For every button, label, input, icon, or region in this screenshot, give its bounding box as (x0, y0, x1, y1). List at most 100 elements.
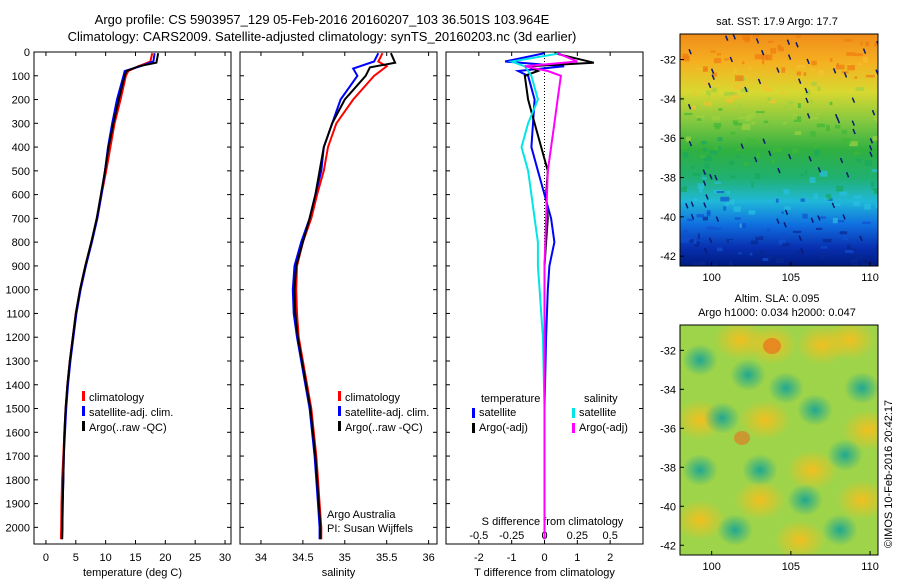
sst-texture-dash (859, 235, 863, 242)
sst-texture-cell (702, 216, 708, 221)
sst-texture-dash (869, 151, 873, 158)
sst-texture-cell (682, 53, 689, 59)
sst-texture-cell (684, 112, 693, 116)
legend-title-temperature: temperature (481, 393, 540, 405)
y-tick-label: 1900 (6, 499, 30, 511)
sst-texture-dash (754, 156, 758, 163)
sla-high-blob (836, 480, 878, 520)
sst-texture-cell (711, 115, 720, 121)
sla-low-blob (844, 372, 878, 404)
sst-texture-cell (734, 217, 741, 220)
sst-texture-cell (796, 71, 801, 76)
sst-texture-cell (731, 199, 734, 205)
sst-texture-cell (856, 158, 862, 163)
map-x-tick-label: 110 (861, 272, 879, 284)
sst-texture-dash (761, 49, 765, 56)
sst-texture-cell (681, 186, 687, 192)
sst-texture-cell (818, 216, 827, 219)
sla-low-blob (787, 484, 823, 516)
sst-texture-cell (854, 53, 863, 56)
sst-texture-cell (704, 163, 710, 169)
sst-texture-cell (765, 54, 773, 61)
annotation: Argo Australia (327, 509, 396, 521)
map-x-tick-label: 110 (861, 561, 879, 573)
sst-texture-cell (782, 122, 787, 125)
sst-texture-dash (776, 67, 780, 73)
sst-texture-cell (767, 97, 771, 101)
sst-texture-cell (797, 103, 801, 108)
sst-texture-cell (731, 94, 740, 99)
sst-texture-cell (834, 124, 841, 129)
sst-texture-cell (777, 44, 782, 49)
y-tick-label: 400 (12, 142, 30, 154)
series-group (504, 52, 595, 540)
y-tick-label: 1800 (6, 475, 30, 487)
sst-texture-cell (854, 76, 858, 79)
sst-texture-cell (862, 221, 871, 225)
sst-texture-dash (705, 194, 709, 200)
side-caption: ©IMOS 10-Feb-2016 20:42:17 (883, 400, 895, 548)
legend-swatch (572, 408, 575, 418)
x-tick-label: 0 (43, 552, 49, 564)
sst-texture-cell (820, 246, 828, 249)
sst-texture-cell (865, 41, 870, 47)
sst-texture-cell (832, 218, 838, 224)
sst-texture-cell (819, 170, 828, 177)
map-y-tick-label: -42 (660, 251, 676, 263)
sst-texture-cell (733, 122, 743, 126)
sst-texture-dash (702, 180, 707, 186)
sst-texture-dash (806, 58, 810, 65)
sst-texture-cell (818, 69, 825, 76)
sst-texture-dash (690, 201, 694, 207)
sst-texture-cell (742, 80, 745, 87)
sla-high-blob (786, 450, 838, 490)
sst-texture-cell (761, 54, 769, 60)
sst-texture-cell (825, 194, 832, 200)
plot-frame (239, 51, 438, 545)
sst-texture-cell (730, 92, 737, 96)
sst-texture-cell (687, 218, 694, 222)
x-tick-label: 25 (189, 552, 201, 564)
sst-texture-dash (831, 202, 836, 209)
sst-texture-dash (711, 74, 715, 80)
sst-texture-cell (838, 232, 843, 237)
sla-low-blob (717, 514, 753, 546)
sst-texture-dash (740, 143, 744, 149)
sla-low-blob (742, 454, 778, 486)
sst-texture-cell (792, 113, 798, 120)
sst-texture-cell (852, 263, 859, 266)
sst-texture-cell (714, 181, 722, 184)
sst-texture-cell (680, 96, 685, 103)
sst-texture-cell (762, 59, 765, 65)
sst-texture-dash (788, 153, 792, 160)
sst-texture-dash (862, 48, 867, 54)
sst-texture-cell (809, 68, 816, 72)
sst-texture-cell (724, 58, 729, 61)
sst-texture-cell (696, 214, 705, 218)
sst-texture-cell (691, 105, 697, 110)
x-top-tick-label: 0.25 (567, 530, 588, 542)
sst-texture-cell (742, 34, 751, 41)
sst-texture-cell (741, 124, 751, 130)
sst-texture-cell (873, 115, 878, 121)
sst-texture-cell (738, 223, 747, 229)
sst-texture-cell (691, 166, 695, 169)
salinity-panel: 34 34.5 35 35.5 36 salinity climatology satelli… (239, 51, 438, 579)
sst-texture-cell (800, 198, 805, 202)
sst-texture-cell (810, 131, 816, 137)
x-tick-label: 34.5 (292, 552, 313, 564)
sst-texture-dash (836, 117, 841, 124)
sst-texture-cell (730, 175, 736, 179)
sst-texture-dash (783, 222, 787, 228)
sst-texture-cell (726, 199, 735, 205)
sst-texture-dash (709, 174, 713, 180)
sst-texture-cell (864, 203, 871, 210)
sst-texture-cell (826, 125, 830, 132)
x-tick-label: 35 (339, 552, 351, 564)
sst-texture-dash (800, 247, 804, 254)
sla-high-blob (824, 325, 876, 360)
sst-texture-dash (810, 217, 814, 223)
map-x-tick-label: 100 (703, 272, 721, 284)
series-group (291, 52, 397, 540)
map-x-tick-label: 100 (703, 561, 721, 573)
